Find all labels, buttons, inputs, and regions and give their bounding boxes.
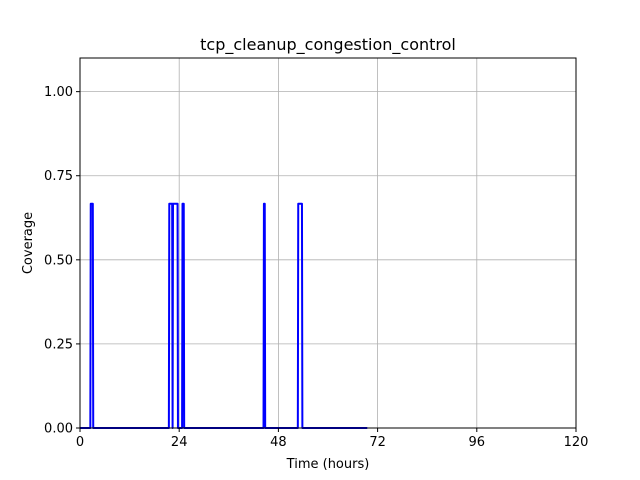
x-tick-label: 72	[369, 435, 386, 450]
chart-title: tcp_cleanup_congestion_control	[200, 35, 456, 55]
x-tick-label: 0	[76, 435, 84, 450]
y-tick-label: 0.50	[44, 253, 73, 268]
y-tick-label: 0.25	[44, 337, 73, 352]
x-tick-label: 48	[270, 435, 287, 450]
y-axis-label: Coverage	[21, 212, 36, 274]
x-tick-label: 120	[564, 435, 589, 450]
y-tick-label: 0.00	[44, 422, 73, 437]
y-tick-label: 1.00	[44, 85, 73, 100]
plot-frame	[79, 57, 577, 429]
y-tick-label: 0.75	[44, 169, 73, 184]
x-axis-label: Time (hours)	[286, 457, 370, 472]
x-tick-label: 96	[469, 435, 486, 450]
x-tick-label: 24	[171, 435, 188, 450]
ticks: 0 24 48 72 96 120 0.00 0.25 0.50 0.75 1.00	[44, 85, 588, 450]
